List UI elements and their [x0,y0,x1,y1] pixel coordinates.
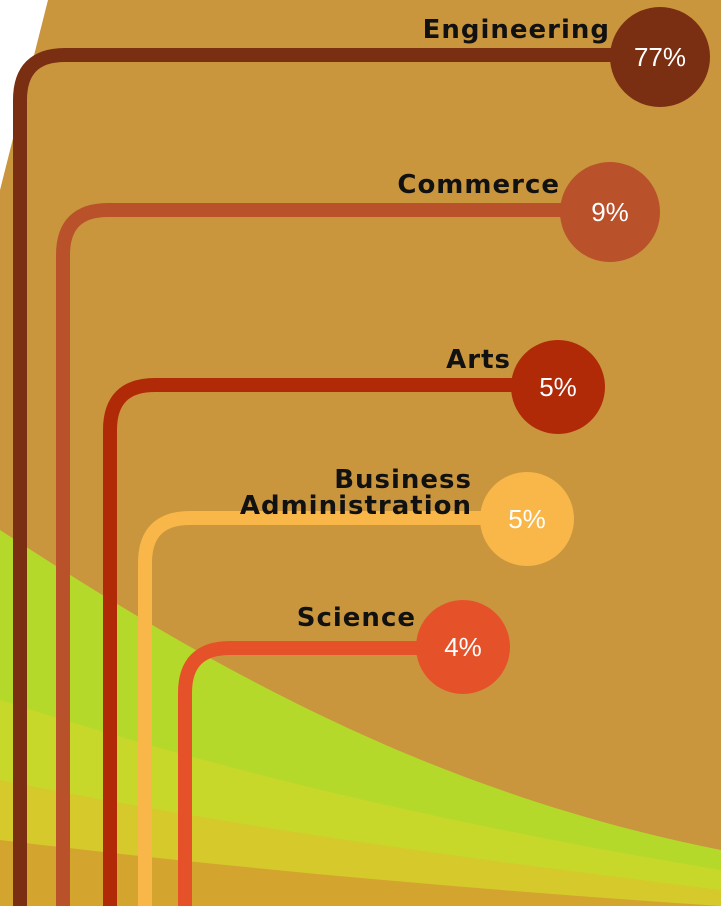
category-label: Science [296,603,416,633]
value-label: 77% [634,42,686,72]
value-circle [610,7,710,107]
value-circle [480,472,574,566]
value-label: 5% [508,504,546,534]
connector [56,203,610,906]
value-circle [560,162,660,262]
category-label: Business Administration [239,465,472,521]
category-label: Commerce [397,170,560,200]
connector [138,511,527,906]
connector [13,48,660,906]
value-label: 5% [539,372,577,402]
category-label: Arts [446,345,511,375]
category-label: Engineering [422,15,610,45]
value-label: 4% [444,632,482,662]
value-circle [511,340,605,434]
value-circle [416,600,510,694]
connector [103,378,558,906]
connector [178,641,463,906]
value-label: 9% [591,197,629,227]
